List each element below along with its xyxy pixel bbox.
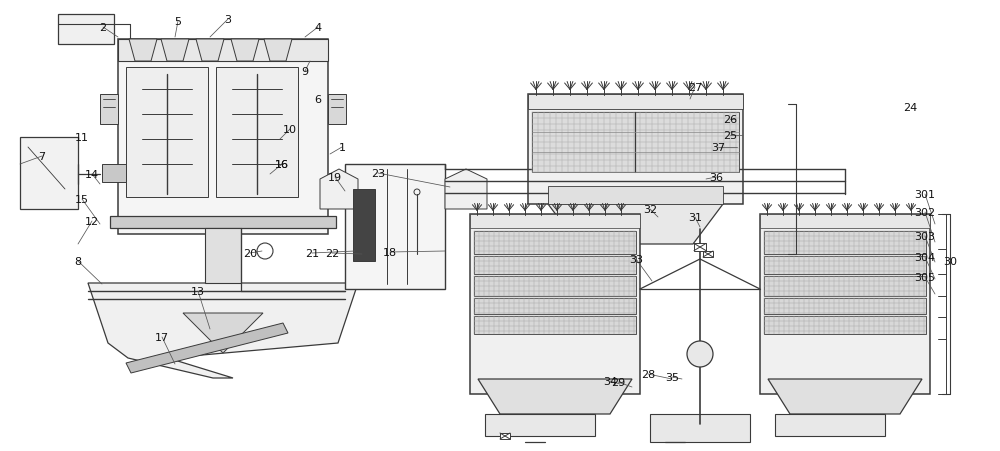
Text: 23: 23	[371, 169, 385, 179]
Text: 303: 303	[914, 231, 936, 241]
Text: 34: 34	[603, 376, 617, 386]
Polygon shape	[445, 170, 487, 210]
Bar	[100, 95, 118, 125]
Text: 21: 21	[305, 249, 319, 258]
Text: 36: 36	[709, 173, 723, 183]
Text: 16: 16	[275, 160, 289, 170]
Text: 2: 2	[99, 23, 107, 33]
Bar	[703, 252, 713, 258]
Text: 31: 31	[688, 212, 702, 222]
Text: 35: 35	[665, 372, 679, 382]
Text: 7: 7	[38, 152, 46, 161]
Polygon shape	[768, 379, 922, 414]
Text: 17: 17	[155, 332, 169, 342]
Bar	[485, 414, 595, 436]
Text: 33: 33	[629, 254, 643, 264]
Text: 13: 13	[191, 286, 205, 296]
Text: 25: 25	[723, 131, 737, 141]
Bar	[548, 187, 723, 205]
Text: 28: 28	[641, 369, 655, 379]
Bar	[528, 95, 743, 110]
Bar	[474, 231, 636, 254]
Bar	[474, 299, 636, 314]
Polygon shape	[196, 40, 224, 62]
Bar	[650, 414, 750, 442]
Circle shape	[687, 341, 713, 367]
Bar	[760, 215, 930, 394]
Bar	[775, 414, 885, 436]
Bar	[474, 257, 636, 274]
Bar	[126, 68, 208, 198]
Text: 16: 16	[275, 160, 289, 170]
Text: 37: 37	[711, 143, 725, 152]
Bar	[353, 189, 375, 262]
Text: 3: 3	[225, 15, 232, 25]
Text: 10: 10	[283, 125, 297, 135]
Text: 14: 14	[85, 170, 99, 179]
Text: 9: 9	[301, 67, 309, 77]
Text: 5: 5	[175, 17, 182, 27]
Text: 27: 27	[688, 83, 702, 93]
Text: 29: 29	[611, 377, 625, 387]
Text: 19: 19	[328, 173, 342, 183]
Bar	[20, 138, 78, 210]
Text: 15: 15	[75, 194, 89, 205]
Text: 30: 30	[943, 257, 957, 267]
Text: 301: 301	[914, 189, 936, 199]
Polygon shape	[88, 283, 358, 378]
Text: 1: 1	[339, 143, 346, 152]
Text: 304: 304	[914, 253, 936, 262]
Text: 24: 24	[903, 103, 917, 113]
Text: 26: 26	[723, 115, 737, 125]
Bar	[764, 299, 926, 314]
Bar	[694, 244, 706, 251]
Bar	[500, 433, 510, 439]
Polygon shape	[231, 40, 259, 62]
Polygon shape	[478, 379, 632, 414]
Text: 20: 20	[243, 249, 257, 258]
Bar	[118, 40, 328, 62]
Bar	[345, 165, 445, 290]
Bar	[470, 215, 640, 229]
Bar	[474, 316, 636, 334]
Text: 305: 305	[914, 272, 936, 282]
Bar	[216, 68, 298, 198]
Bar	[328, 95, 346, 125]
Bar	[58, 15, 114, 45]
Polygon shape	[126, 323, 288, 373]
Bar	[205, 229, 241, 283]
Polygon shape	[320, 170, 358, 210]
Text: 12: 12	[85, 216, 99, 226]
Text: 4: 4	[314, 23, 322, 33]
Text: 32: 32	[643, 205, 657, 215]
Bar	[764, 316, 926, 334]
Text: 11: 11	[75, 133, 89, 143]
Polygon shape	[129, 40, 157, 62]
Polygon shape	[183, 313, 263, 353]
Bar	[110, 216, 336, 229]
Text: 18: 18	[383, 248, 397, 258]
Bar	[118, 40, 328, 235]
Bar	[764, 257, 926, 274]
Polygon shape	[264, 40, 292, 62]
Polygon shape	[161, 40, 189, 62]
Text: 22: 22	[325, 249, 339, 258]
Bar	[474, 276, 636, 296]
Bar	[532, 113, 739, 173]
Text: 302: 302	[914, 207, 936, 217]
Bar	[760, 215, 930, 229]
Bar	[470, 215, 640, 394]
Bar	[102, 165, 126, 183]
Text: 8: 8	[74, 257, 82, 267]
Bar	[528, 95, 743, 205]
Polygon shape	[548, 205, 723, 244]
Text: 6: 6	[315, 95, 322, 105]
Bar	[764, 231, 926, 254]
Bar	[764, 276, 926, 296]
